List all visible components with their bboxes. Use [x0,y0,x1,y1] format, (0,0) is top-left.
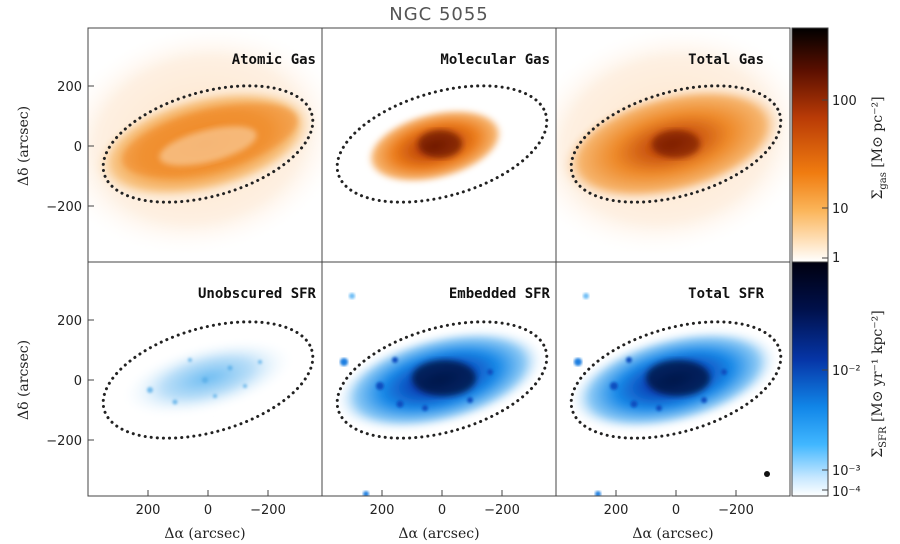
aperture-ellipse [101,320,315,440]
y-tick-label: 0 [74,374,82,389]
colorbar-sfr-label: ΣSFR [M⊙ yr⁻¹ kpc⁻²] [870,310,889,457]
x-tick-label: 0 [672,503,680,518]
x-tick-label: −200 [250,503,286,518]
aperture-ellipse [335,84,549,204]
x-tick-label: −200 [718,503,754,518]
colorbar-sfr-tick: 10⁻³ [832,464,861,479]
y-tick-label: −200 [46,200,82,215]
colorbar-gas [792,28,828,262]
panel-title-unobscured: Unobscured SFR [198,286,317,302]
unobscured-disk [120,338,296,418]
x-axis-label: Δα (arcsec) [632,526,713,542]
panel-total-gas [556,28,790,262]
beam-size-marker [764,471,770,477]
colorbar-sfr-tick: 10⁻⁴ [832,485,861,500]
colorbar-gas-label: Σgas [M⊙ pc⁻²] [870,96,889,199]
x-tick-label: 200 [136,503,161,518]
colorbar-sfr-tick: 10⁻² [832,364,861,379]
panel-title-total-gas: Total Gas [688,52,764,68]
panel-title-molecular: Molecular Gas [440,52,550,68]
colorbar-gas-tick: 100 [832,94,857,109]
panel-atomic-gas [88,28,322,262]
panel-embedded-sfr [322,262,556,496]
y-tick-label: 200 [57,314,82,329]
colorbar-gas-tick: 10 [832,202,849,217]
x-axis-label: Δα (arcsec) [164,526,245,542]
panel-molecular-gas [322,28,556,262]
panel-unobscured-sfr [88,262,322,496]
panel-title-atomic: Atomic Gas [232,52,316,68]
x-tick-label: 200 [604,503,629,518]
x-tick-label: 0 [438,503,446,518]
colorbar-sfr [792,262,828,496]
y-tick-label: 200 [57,80,82,95]
aperture-ellipse [569,320,783,440]
panel-total-sfr [556,262,790,496]
y-axis-label: Δδ (arcsec) [16,340,32,420]
panel-title-total-sfr: Total SFR [688,286,764,302]
x-tick-label: 200 [370,503,395,518]
aperture-ellipse [569,84,783,204]
aperture-ellipse [335,320,549,440]
colorbar-gas-tick: 1 [832,251,840,266]
x-axis-label: Δα (arcsec) [398,526,479,542]
panel-title-embedded: Embedded SFR [449,286,551,302]
y-tick-label: 0 [74,140,82,155]
y-tick-label: −200 [46,434,82,449]
tick-marks [88,85,737,496]
y-axis-label: Δδ (arcsec) [16,106,32,186]
x-tick-label: 0 [204,503,212,518]
figure-title: NGC 5055 [389,4,489,25]
x-tick-label: −200 [484,503,520,518]
aperture-ellipse [101,84,315,204]
